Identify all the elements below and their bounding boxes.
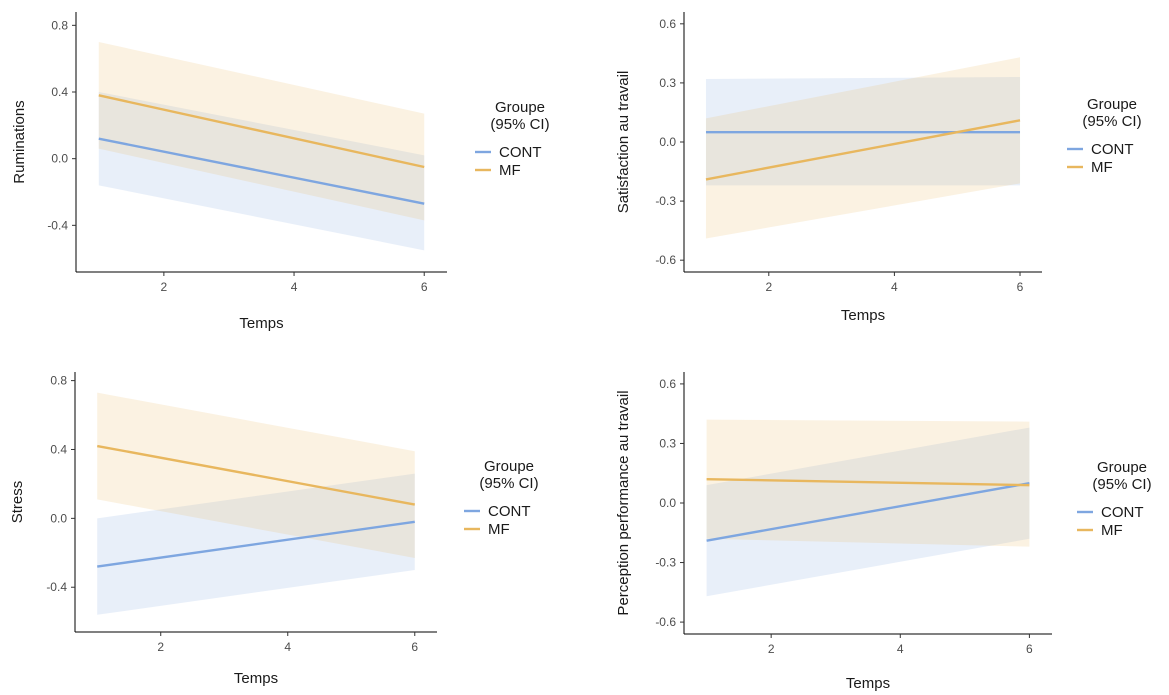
- y-tick-label: 0.0: [50, 511, 67, 525]
- x-tick-label: 4: [891, 280, 898, 294]
- series-line-mf: [97, 444, 415, 506]
- series-line-mf: [98, 94, 425, 169]
- y-tick-label: 0.4: [51, 85, 68, 99]
- y-tick-label: 0.3: [659, 436, 676, 450]
- legend-title-line: (95% CI): [1082, 113, 1141, 130]
- y-tick-label: -0.4: [46, 580, 67, 594]
- x-tick-label: 2: [161, 280, 168, 294]
- y-tick-label: 0.8: [50, 374, 67, 388]
- y-tick-label: 0.3: [659, 76, 676, 90]
- x-tick-label: 4: [284, 640, 291, 654]
- legend-label-cont: CONT: [1091, 141, 1134, 158]
- x-tick-label: 6: [1026, 642, 1033, 656]
- y-tick-label: 0.0: [659, 496, 676, 510]
- y-tick-label: 0.0: [659, 135, 676, 149]
- legend-label-mf: MF: [1101, 522, 1123, 539]
- legend-title-line: Groupe: [495, 99, 545, 116]
- y-tick-label: -0.6: [655, 253, 676, 267]
- series-line-cont: [97, 520, 415, 568]
- y-tick-label: 0.4: [50, 442, 67, 456]
- y-tick-label: -0.3: [655, 556, 676, 570]
- legend-label-mf: MF: [488, 521, 510, 538]
- legend-title-line: (95% CI): [479, 475, 538, 492]
- series-line-cont: [98, 137, 425, 205]
- y-tick-label: 0.0: [51, 152, 68, 166]
- x-tick-label: 4: [291, 280, 298, 294]
- x-axis-title: Temps: [234, 670, 278, 687]
- y-tick-label: 0.6: [659, 377, 676, 391]
- panel-1: -0.4 0.0 0.4 0.8 2 4 6 Temps Ruminations Groupe(9…: [11, 12, 550, 332]
- y-tick-label: -0.4: [47, 218, 68, 232]
- legend-label-mf: MF: [499, 162, 521, 179]
- y-axis-title: Ruminations: [11, 100, 28, 183]
- legend-label-cont: CONT: [499, 144, 542, 161]
- series-line-mf: [705, 119, 1021, 181]
- series-line-cont: [706, 481, 1030, 542]
- x-tick-label: 2: [157, 640, 164, 654]
- y-tick-label: 0.6: [659, 17, 676, 31]
- x-tick-label: 2: [768, 642, 775, 656]
- y-axis-title: Satisfaction au travail: [615, 71, 632, 214]
- x-axis-title: Temps: [841, 307, 885, 324]
- y-axis-title: Stress: [9, 481, 26, 524]
- x-tick-label: 6: [1017, 280, 1024, 294]
- y-axis-title: Perception performance au travail: [615, 390, 632, 615]
- x-tick-label: 6: [421, 280, 428, 294]
- legend-title-line: Groupe: [1087, 96, 1137, 113]
- x-tick-label: 6: [411, 640, 418, 654]
- x-tick-label: 2: [765, 280, 772, 294]
- y-tick-label: -0.3: [655, 194, 676, 208]
- y-tick-label: 0.8: [51, 18, 68, 32]
- legend-title-line: Groupe: [484, 458, 534, 475]
- legend-label-cont: CONT: [488, 503, 531, 520]
- x-axis-title: Temps: [846, 675, 890, 692]
- panel-4: -0.6 -0.3 0.0 0.3 0.6 2 4 6 Temps Perception perf…: [615, 372, 1152, 692]
- series-line-mf: [706, 477, 1030, 487]
- panel-3: -0.4 0.0 0.4 0.8 2 4 6 Temps Stress Groupe(95% CI…: [9, 372, 539, 687]
- ci-band-mf: [705, 57, 1021, 239]
- panel-2: -0.6 -0.3 0.0 0.3 0.6 2 4 6 Temps Satisfaction au…: [615, 12, 1142, 324]
- legend-label-mf: MF: [1091, 159, 1113, 176]
- legend-label-cont: CONT: [1101, 504, 1144, 521]
- legend-title-line: Groupe: [1097, 459, 1147, 476]
- y-tick-label: -0.6: [655, 615, 676, 629]
- legend-title-line: (95% CI): [490, 116, 549, 133]
- x-tick-label: 4: [897, 642, 904, 656]
- x-axis-title: Temps: [239, 315, 283, 332]
- legend-title-line: (95% CI): [1092, 476, 1151, 493]
